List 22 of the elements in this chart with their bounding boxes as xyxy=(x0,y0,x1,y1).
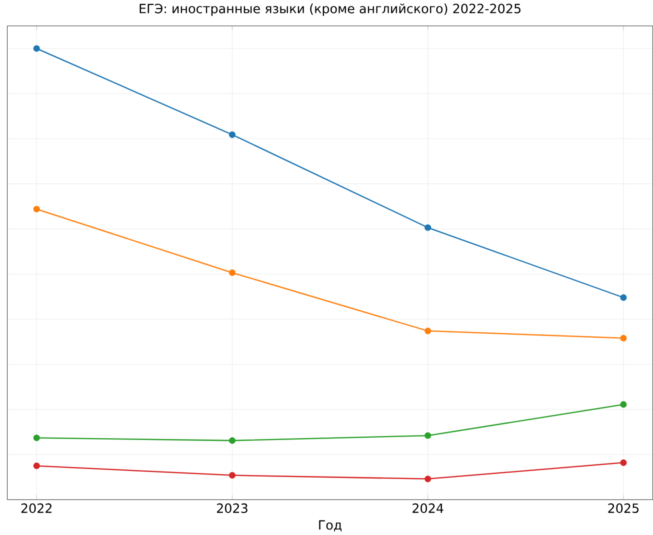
point xyxy=(228,472,236,479)
point xyxy=(33,434,40,442)
point xyxy=(33,45,40,52)
x-tick-label: 2022 xyxy=(21,503,52,514)
point xyxy=(424,476,432,482)
x-tick-label: 2023 xyxy=(216,503,248,514)
point xyxy=(620,401,627,408)
x-tick-label: 2025 xyxy=(608,503,639,514)
point xyxy=(228,270,236,276)
point xyxy=(33,206,40,212)
point xyxy=(424,224,432,231)
x-axis-title: Год xyxy=(319,520,342,532)
point xyxy=(424,432,432,439)
point xyxy=(424,328,432,334)
point xyxy=(620,334,627,342)
point xyxy=(620,459,627,466)
point xyxy=(620,294,627,301)
point xyxy=(228,437,236,444)
point xyxy=(33,462,40,470)
point xyxy=(228,131,236,138)
chart-title: ЕГЭ: иностранные языки (кроме английского) 2022-2025 xyxy=(140,4,520,16)
x-tick-label: 2024 xyxy=(412,503,444,514)
